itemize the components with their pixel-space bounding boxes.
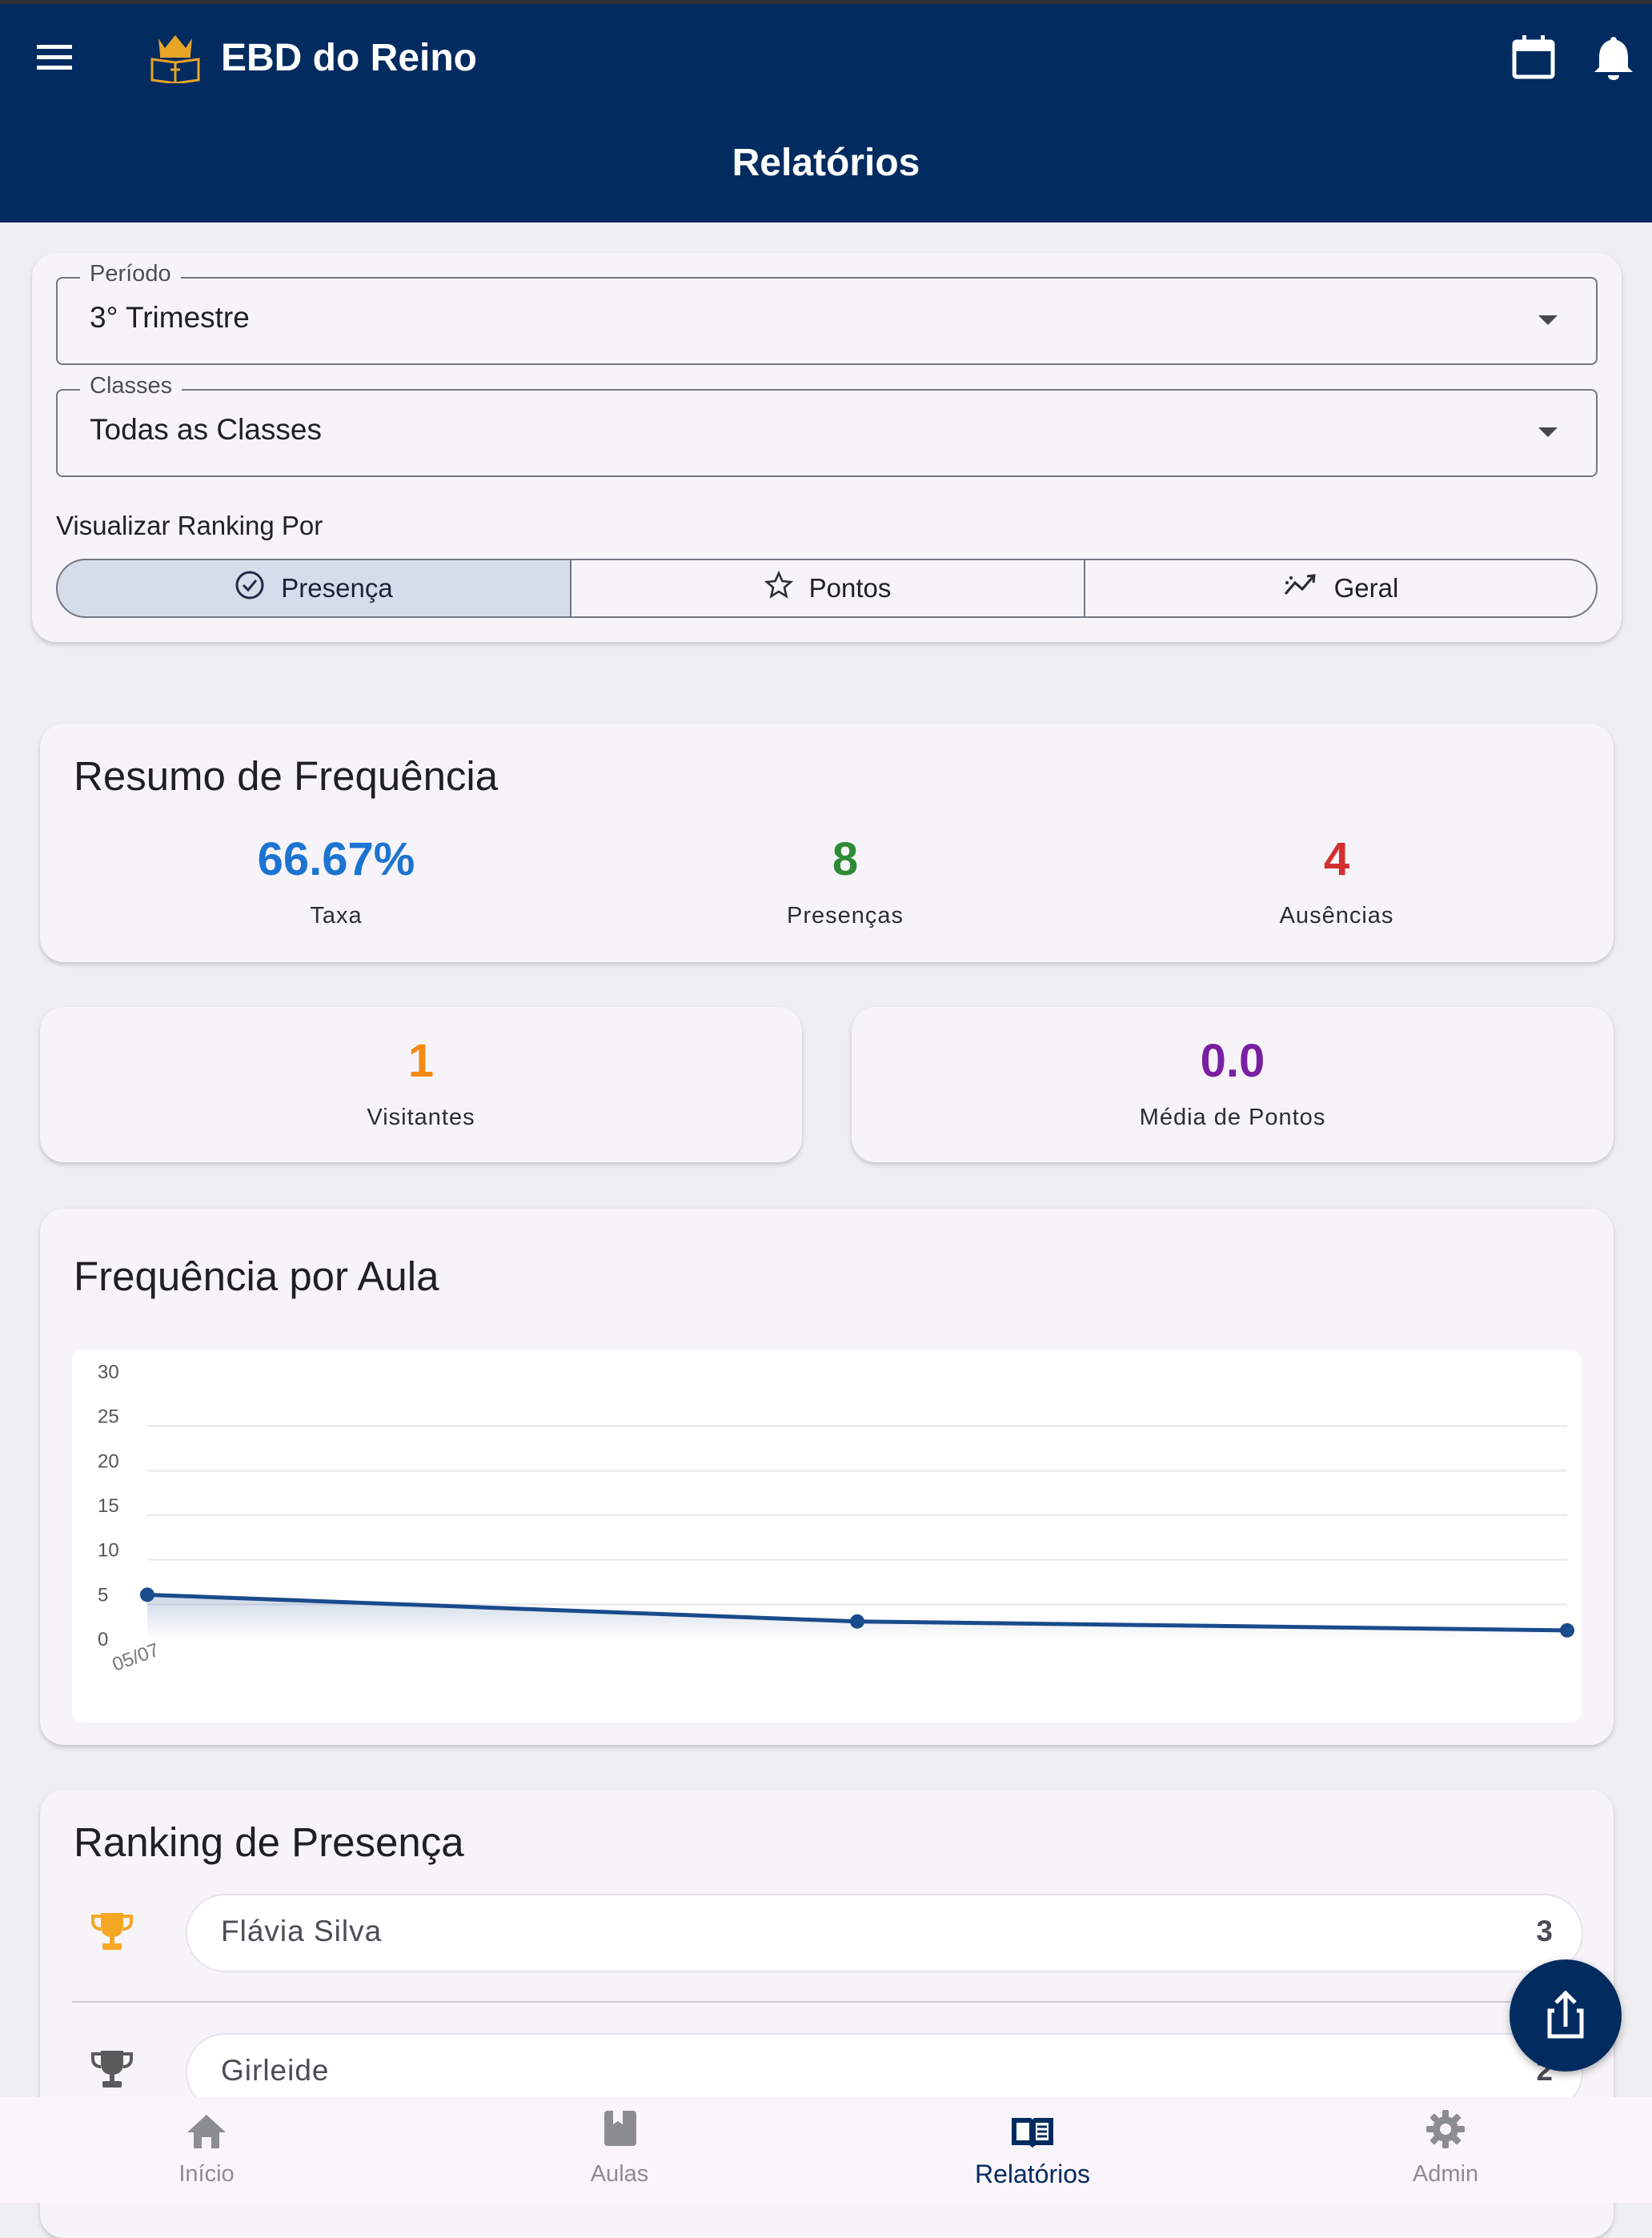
chart-container: 30 25 20 15 10 5 0 05/07 <box>72 1350 1582 1723</box>
series-area <box>147 1594 1567 1639</box>
app-bar <box>0 0 1652 223</box>
ranking-name: Flávia Silva <box>221 1915 383 1947</box>
visitors-value: 1 <box>407 1035 435 1087</box>
trophy-gold-icon <box>90 1910 134 1953</box>
y-tick-label: 20 <box>98 1450 119 1472</box>
visitors-label: Visitantes <box>367 1105 475 1130</box>
logo-icon <box>147 30 203 85</box>
y-tick-label: 5 <box>98 1584 108 1606</box>
ranking-item[interactable] <box>186 1894 1583 1972</box>
classes-value: Todas as Classes <box>90 413 322 446</box>
nav-label: Admin <box>1412 2161 1479 2187</box>
absences-value: 4 <box>1323 833 1350 885</box>
presences-label: Presenças <box>786 903 904 928</box>
menu-icon[interactable] <box>35 42 75 74</box>
ranking-name: Girleide <box>221 2054 330 2087</box>
segment-label: Presença <box>281 573 393 603</box>
presences-value: 8 <box>832 833 859 885</box>
segment-label: Pontos <box>808 573 892 603</box>
open-book-icon <box>1012 2118 1053 2148</box>
data-point <box>1560 1622 1574 1638</box>
nav-relatorios[interactable]: Relatórios <box>826 2097 1239 2203</box>
book-icon <box>604 2111 636 2146</box>
check-circle-icon <box>235 570 265 607</box>
divider <box>72 2001 1582 2003</box>
nav-admin[interactable]: Admin <box>1239 2097 1652 2203</box>
nav-label: Aulas <box>590 2161 649 2187</box>
calendar-icon[interactable] <box>1511 34 1556 80</box>
share-fab[interactable] <box>1510 1959 1622 2072</box>
frequency-title: Frequência por Aula <box>74 1253 439 1299</box>
chevron-down-icon <box>1537 314 1559 327</box>
period-select[interactable] <box>56 277 1598 365</box>
segment-pontos[interactable]: Pontos <box>570 559 1085 618</box>
y-tick-label: 10 <box>98 1540 119 1562</box>
nav-label: Relatórios <box>974 2160 1091 2188</box>
period-value: 3° Trimestre <box>90 301 250 334</box>
ranking-value: 3 <box>1536 1915 1553 1947</box>
data-point <box>140 1587 154 1602</box>
frequency-chart: 30 25 20 15 10 5 0 05/07 <box>98 1362 1574 1676</box>
y-tick-label: 30 <box>98 1362 119 1383</box>
summary-title: Resumo de Frequência <box>74 753 499 799</box>
summary-card <box>40 724 1614 962</box>
trending-icon <box>1283 572 1318 605</box>
rate-stat: 66.67% <box>176 832 496 886</box>
ranking-by-label: Visualizar Ranking Por <box>56 511 323 540</box>
trophy-silver-icon <box>90 2047 134 2091</box>
classes-label: Classes <box>80 373 182 399</box>
segment-label: Geral <box>1333 573 1399 603</box>
y-tick-label: 15 <box>98 1495 119 1517</box>
avg-points-value: 0.0 <box>1200 1035 1265 1087</box>
data-point <box>850 1614 864 1629</box>
segment-geral[interactable]: Geral <box>1084 559 1598 618</box>
visitors-card <box>40 1007 802 1162</box>
segment-presenca[interactable]: Presença <box>56 559 571 618</box>
page-title: Relatórios <box>732 142 920 184</box>
bottom-nav <box>0 2097 1652 2203</box>
gear-icon <box>1426 2110 1465 2148</box>
y-tick-label: 25 <box>98 1406 119 1428</box>
status-strip <box>0 0 1652 4</box>
avg-points-label: Média de Pontos <box>1139 1105 1326 1130</box>
share-icon <box>1547 1990 1584 2039</box>
y-tick-label: 0 <box>98 1629 108 1650</box>
presences-stat: 8 <box>685 832 1005 886</box>
nav-inicio[interactable]: Início <box>0 2097 413 2203</box>
ranking-title: Ranking de Presença <box>74 1819 464 1865</box>
rate-label: Taxa <box>310 903 363 928</box>
star-outline-icon <box>764 570 793 606</box>
absences-label: Ausências <box>1279 903 1394 928</box>
bell-icon[interactable] <box>1593 34 1634 82</box>
app-name: EBD do Reino <box>221 37 477 79</box>
absences-stat: 4 <box>1177 832 1497 886</box>
home-icon <box>187 2115 226 2148</box>
x-tick-label: 05/07 <box>110 1639 162 1676</box>
nav-aulas[interactable]: Aulas <box>413 2097 826 2203</box>
chevron-down-icon <box>1537 426 1559 439</box>
avg-points-card <box>852 1007 1614 1162</box>
nav-label: Início <box>178 2161 235 2187</box>
rate-value: 66.67% <box>257 833 415 885</box>
classes-select[interactable] <box>56 389 1598 477</box>
period-label: Período <box>80 261 181 287</box>
